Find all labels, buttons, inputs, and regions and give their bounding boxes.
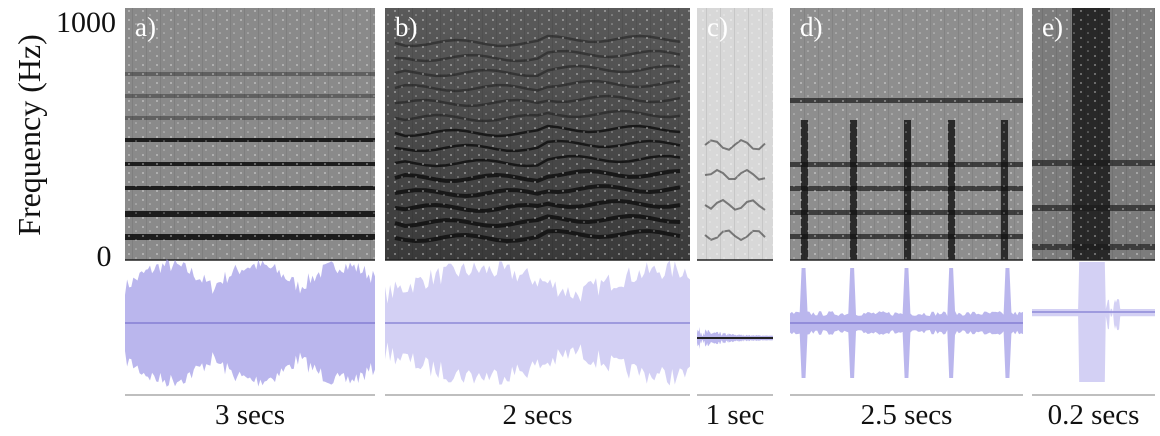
- duration-label: 3 secs: [215, 399, 285, 431]
- y-axis-label: Frequency (Hz): [11, 34, 47, 236]
- panel-label: a): [135, 12, 156, 42]
- duration-label: 2 secs: [502, 399, 572, 431]
- y-tick-label: 0: [97, 240, 112, 273]
- panel: c) 1 sec: [697, 8, 773, 431]
- spectrogram-texture: [790, 8, 1023, 260]
- panel-label: e): [1042, 12, 1063, 42]
- spectrogram-texture: [1032, 8, 1155, 260]
- y-tick-label: 1000: [56, 6, 116, 39]
- panels: a) 3 secs b) 2 secs c) 1 sec d) 2.5 secs e) 0.2 s…: [125, 8, 1155, 431]
- duration-label: 0.2 secs: [1048, 399, 1140, 431]
- panel-label: d): [800, 12, 823, 42]
- panel-label: c): [707, 12, 728, 42]
- spectrogram-texture: [385, 8, 690, 260]
- waveform: [1032, 262, 1155, 382]
- spectrogram-texture: [125, 8, 375, 260]
- duration-label: 2.5 secs: [861, 399, 953, 431]
- panel: b) 2 secs: [385, 8, 690, 431]
- duration-label: 1 sec: [706, 399, 765, 431]
- panel: e) 0.2 secs: [1032, 8, 1155, 431]
- panel-label: b): [395, 12, 418, 42]
- panel: a) 3 secs: [125, 8, 375, 431]
- panel: d) 2.5 secs: [790, 8, 1023, 431]
- spectrogram-texture: [697, 8, 773, 260]
